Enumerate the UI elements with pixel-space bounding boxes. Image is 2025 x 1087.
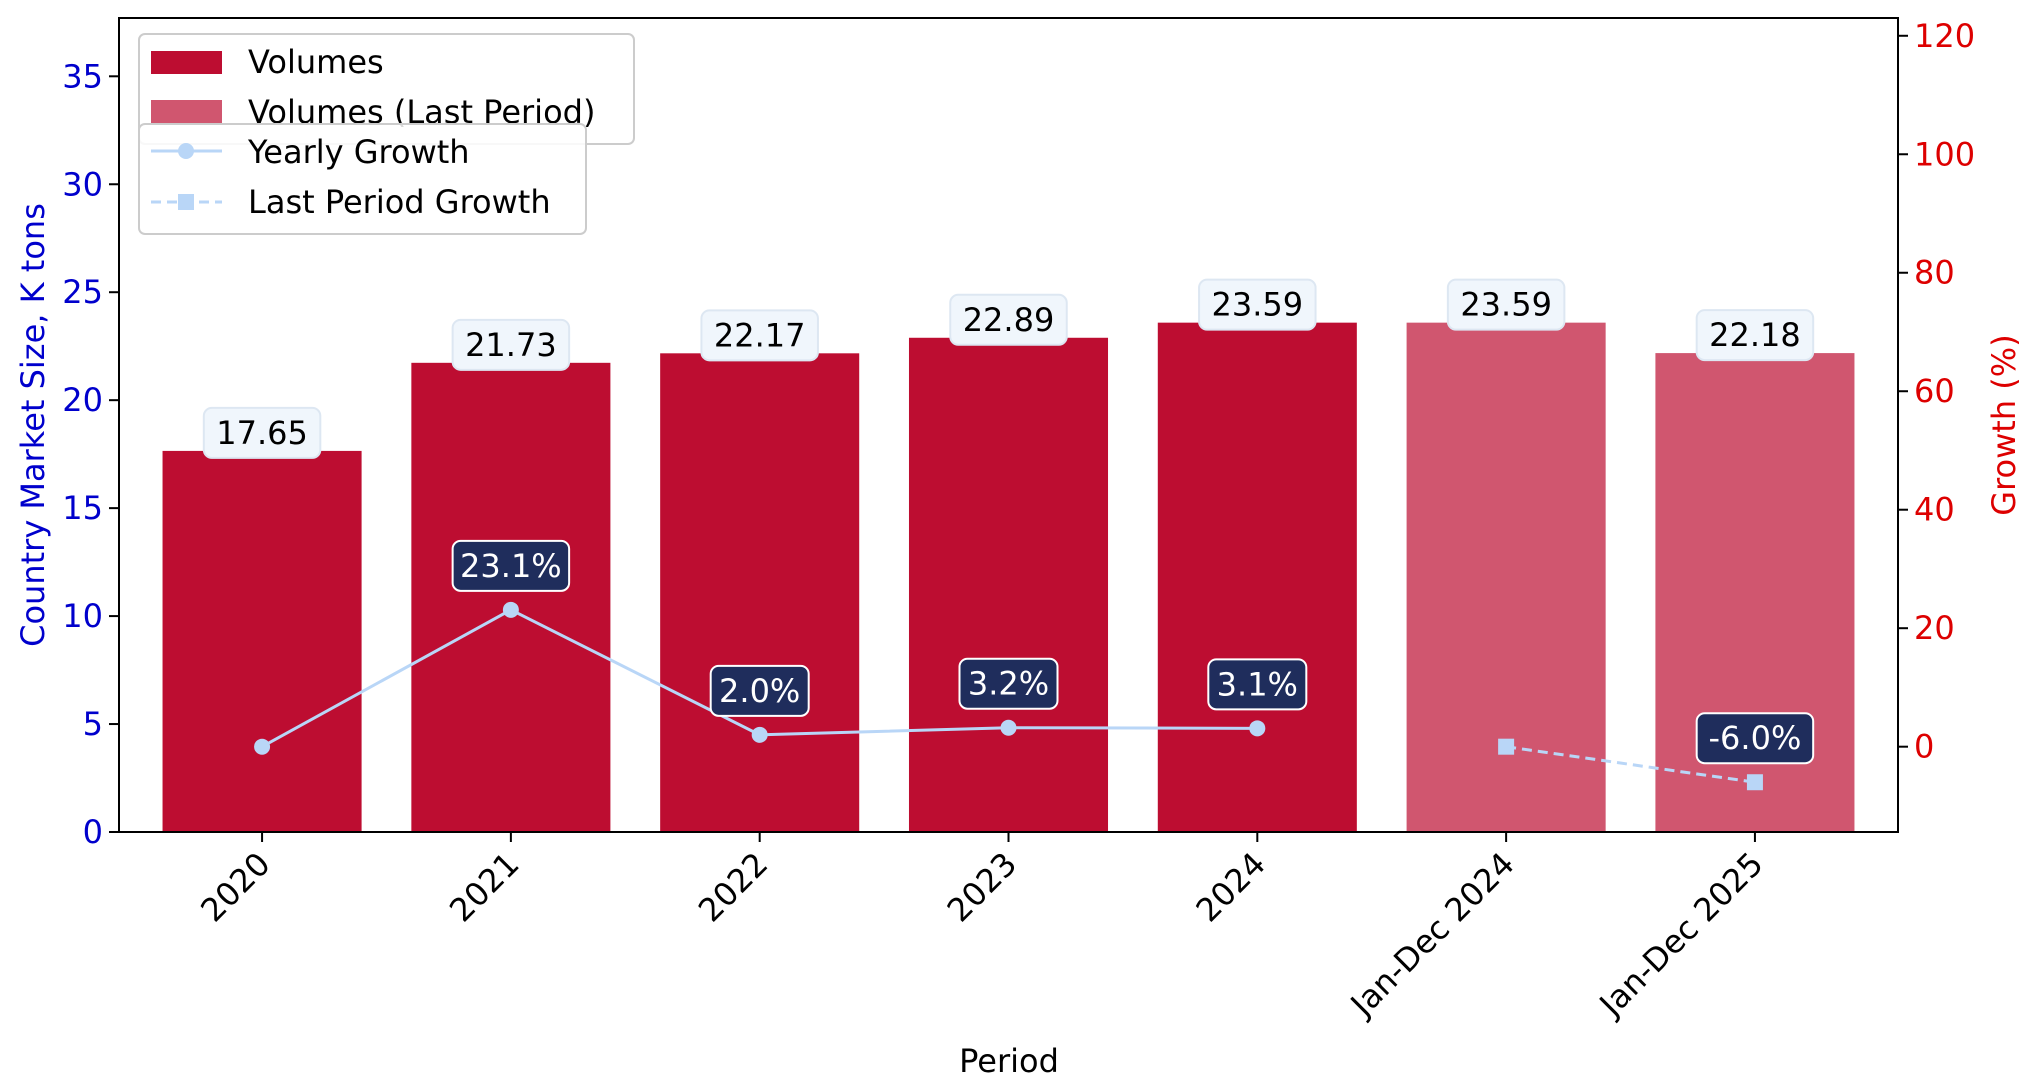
legend-label-volumes: Volumes	[248, 43, 384, 81]
left-tick-label-30: 30	[62, 165, 103, 203]
bar-volumes-2021	[411, 362, 611, 832]
legend-label-last-period-growth: Last Period Growth	[248, 183, 551, 221]
marker-yearly-growth-2022	[751, 726, 768, 743]
left-tick-label-15: 15	[62, 489, 103, 527]
value-label-volumes-last-period-jan-dec-2025: 22.18	[1695, 309, 1815, 362]
left-tick-label-25: 25	[62, 273, 103, 311]
right-tick-label-40: 40	[1914, 491, 1955, 529]
growth-label-yearly-growth-2021-box	[451, 539, 571, 592]
right-axis-ticks: 0 20 40 60 80 100 120	[1898, 17, 1975, 766]
x-axis-ticks: 2020 2021 2022 2023 2024 Jan-Dec 2024 Jan-Dec …	[193, 832, 1771, 1025]
marker-yearly-growth-2021	[502, 601, 519, 618]
value-label-volumes-2024-box	[1198, 278, 1317, 331]
growth-label-yearly-growth-2023-box	[958, 657, 1059, 710]
x-tick-label-2020: 2020	[193, 845, 277, 929]
bar-volumes-2020	[162, 450, 362, 832]
left-tick-label-35: 35	[62, 57, 103, 95]
marker-yearly-growth-2024	[1249, 720, 1266, 737]
x-tick-label-jan-dec-2025: Jan-Dec 2025	[1591, 845, 1771, 1025]
data-labels-layer: 17.65 21.73 22.17 22.89 23.59 23.59 22.18 23.1%…	[202, 278, 1815, 765]
value-label-volumes-last-period-jan-dec-2024-box	[1446, 278, 1566, 331]
growth-lines-layer	[254, 601, 1763, 791]
value-label-volumes-2020-text: 17.65	[216, 414, 308, 452]
legend-growth: Yearly Growth Last Period Growth	[138, 123, 587, 235]
marker-yearly-growth-2020	[254, 738, 271, 755]
legend-swatch-volumes-last-period	[151, 100, 222, 123]
value-label-volumes-2020-box	[202, 406, 322, 459]
left-tick-label-5: 5	[83, 705, 103, 743]
left-axis-title: Country Market Size, K tons	[14, 203, 52, 647]
right-axis-title: Growth (%)	[1985, 334, 2023, 515]
left-axis-ticks: 0 5 10 15 20 25 30 35	[62, 57, 119, 851]
growth-label-yearly-growth-2021-text: 23.1%	[460, 547, 562, 585]
x-tick-label-2021: 2021	[442, 845, 526, 929]
right-tick-label-60: 60	[1914, 372, 1955, 410]
marker-last-period-growth-jan-dec-2025	[1746, 774, 1763, 791]
right-tick-label-0: 0	[1914, 728, 1934, 766]
right-tick-label-80: 80	[1914, 254, 1955, 292]
value-label-volumes-2023-box	[949, 293, 1068, 346]
value-label-volumes-2024: 23.59	[1198, 278, 1317, 331]
x-tick-label-2023: 2023	[940, 845, 1024, 929]
value-label-volumes-2023: 22.89	[949, 293, 1068, 346]
marker-last-period-growth-jan-dec-2024	[1498, 738, 1515, 755]
bar-volumes-2022	[660, 353, 860, 832]
growth-label-yearly-growth-2022-text: 2.0%	[719, 672, 800, 710]
value-label-volumes-2023-text: 22.89	[963, 301, 1055, 339]
growth-label-last-period-growth-jan-dec-2025: -6.0%	[1695, 712, 1815, 765]
right-tick-label-120: 120	[1914, 17, 1975, 55]
value-label-volumes-2021-box	[451, 318, 571, 371]
x-axis-title: Period	[959, 1042, 1059, 1080]
value-label-volumes-last-period-jan-dec-2024: 23.59	[1446, 278, 1566, 331]
left-tick-label-20: 20	[62, 381, 103, 419]
value-label-volumes-2024-text: 23.59	[1212, 286, 1304, 324]
legend-growth-frame	[138, 123, 587, 235]
right-tick-label-20: 20	[1914, 609, 1955, 647]
bar-volumes-2023	[908, 337, 1109, 832]
x-tick-label-2024: 2024	[1189, 845, 1273, 929]
value-label-volumes-2021-text: 21.73	[465, 326, 557, 364]
value-label-volumes-2022-text: 22.17	[714, 316, 806, 354]
growth-label-yearly-growth-2024-text: 3.1%	[1217, 665, 1298, 703]
growth-label-yearly-growth-2024-box	[1207, 658, 1308, 711]
value-label-volumes-last-period-jan-dec-2025-text: 22.18	[1709, 316, 1801, 354]
line-last-period-growth	[1505, 745, 1756, 784]
bars-layer	[162, 322, 1855, 832]
growth-label-yearly-growth-2023: 3.2%	[958, 657, 1059, 710]
growth-label-yearly-growth-2022-box	[709, 664, 810, 717]
legend-swatch-volumes	[151, 51, 222, 74]
value-label-volumes-last-period-jan-dec-2024-text: 23.59	[1460, 286, 1552, 324]
x-tick-label-2022: 2022	[691, 845, 775, 929]
left-tick-label-0: 0	[83, 813, 103, 851]
growth-label-yearly-growth-2023-text: 3.2%	[968, 665, 1049, 703]
value-label-volumes-2022-box	[700, 309, 819, 362]
legend-marker-yearly-growth	[178, 143, 194, 159]
growth-label-yearly-growth-2024: 3.1%	[1207, 658, 1308, 711]
x-tick-label-jan-dec-2024: Jan-Dec 2024	[1342, 845, 1522, 1025]
growth-label-yearly-growth-2021: 23.1%	[451, 539, 571, 592]
growth-label-last-period-growth-jan-dec-2025-text: -6.0%	[1709, 719, 1802, 757]
legend-marker-last-period-growth	[178, 194, 194, 210]
left-tick-label-10: 10	[62, 597, 103, 635]
right-tick-label-100: 100	[1914, 135, 1975, 173]
bar-volumes-2024	[1157, 322, 1357, 832]
growth-label-yearly-growth-2022: 2.0%	[709, 664, 810, 717]
marker-yearly-growth-2023	[1000, 719, 1017, 736]
growth-label-last-period-growth-jan-dec-2025-box	[1695, 712, 1815, 765]
legend-label-yearly-growth: Yearly Growth	[247, 133, 470, 171]
value-label-volumes-2021: 21.73	[451, 318, 571, 371]
value-label-volumes-2022: 22.17	[700, 309, 819, 362]
value-label-volumes-2020: 17.65	[202, 406, 322, 459]
value-label-volumes-last-period-jan-dec-2025-box	[1695, 309, 1815, 362]
